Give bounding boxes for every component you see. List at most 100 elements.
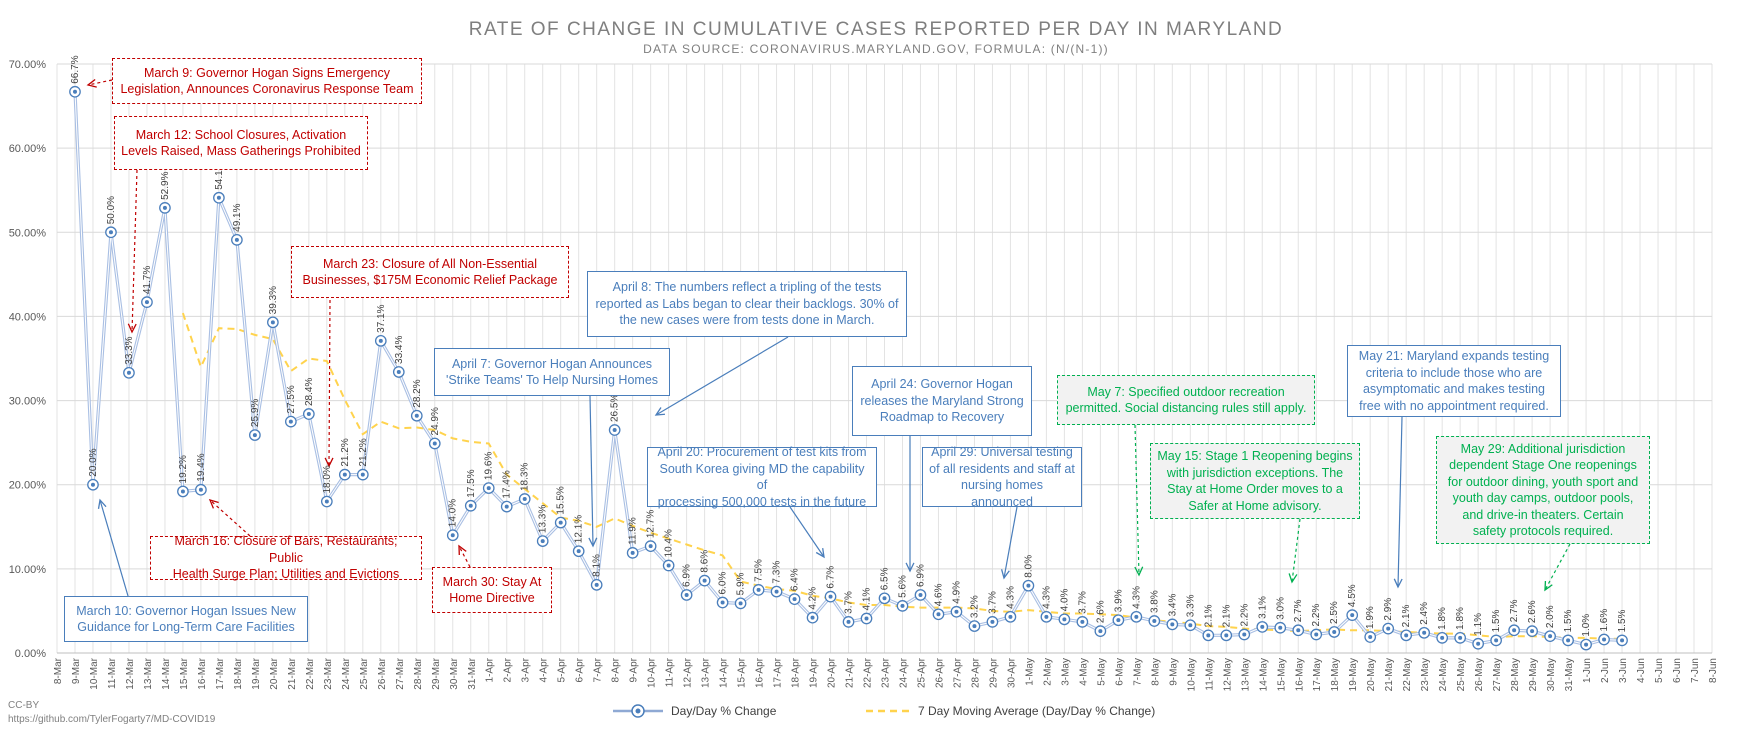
x-tick-label: 31-May (1564, 658, 1575, 691)
legend-label-day-change: Day/Day % Change (671, 704, 777, 718)
annotation-box: March 10: Governor Hogan Issues New Guid… (64, 596, 308, 642)
x-tick-label: 26-Mar (377, 657, 388, 689)
data-point-center (1044, 614, 1049, 619)
data-point-center (1134, 614, 1139, 619)
data-point-center (738, 601, 743, 606)
x-tick-label: 6-Apr (575, 657, 586, 682)
data-point-center (180, 489, 185, 494)
data-label: 28.4% (304, 378, 315, 406)
data-label: 4.2% (808, 587, 819, 610)
data-label: 54.1% (214, 161, 225, 189)
data-point-center (1548, 634, 1553, 639)
data-label: 66.7% (70, 55, 81, 83)
data-label: 2.4% (1419, 602, 1430, 625)
annotation-arrow-line (589, 395, 594, 547)
data-label: 2.9% (1383, 598, 1394, 621)
x-tick-label: 28-Mar (413, 657, 424, 689)
data-label: 4.3% (1005, 586, 1016, 609)
annotation-arrow-head (127, 323, 137, 334)
annotation-arrow-line (131, 169, 138, 333)
x-tick-label: 14-Apr (719, 657, 730, 688)
data-point-center (846, 619, 851, 624)
annotation-arrow-head (1544, 580, 1553, 592)
data-label: 1.5% (1491, 609, 1502, 632)
data-label: 10.4% (664, 529, 675, 557)
x-tick-label: 22-May (1402, 658, 1413, 691)
data-point-center (720, 600, 725, 605)
data-point-center (828, 594, 833, 599)
data-point-center (1404, 633, 1409, 638)
data-point-center (1602, 637, 1607, 642)
x-tick-label: 19-May (1348, 658, 1359, 691)
data-label: 26.5% (610, 394, 621, 422)
data-point-center (810, 615, 815, 620)
annotation-arrow-head (458, 544, 467, 556)
data-label: 8.1% (592, 554, 603, 577)
annotation-arrow-line (1397, 416, 1403, 588)
data-point-center (1494, 638, 1499, 643)
x-tick-label: 11-Apr (665, 657, 676, 687)
x-tick-label: 12-Mar (125, 657, 136, 689)
annotation-arrow-line (1291, 518, 1301, 583)
x-tick-label: 8-Jun (1708, 658, 1719, 683)
data-point-center (936, 612, 941, 617)
x-tick-label: 5-Apr (557, 657, 568, 682)
data-point-center (126, 370, 131, 375)
x-tick-label: 23-May (1420, 658, 1431, 691)
data-label: 1.9% (1365, 606, 1376, 629)
x-tick-label: 8-May (1150, 658, 1161, 686)
data-point-center (216, 195, 221, 200)
annotation-box: March 30: Stay At Home Directive (432, 567, 552, 613)
data-label: 1.6% (1599, 609, 1610, 632)
data-label: 17.4% (502, 470, 513, 498)
x-tick-label: 31-Mar (467, 657, 478, 689)
data-point-center (234, 237, 239, 242)
x-tick-label: 2-Jun (1600, 658, 1611, 683)
x-tick-label: 25-Apr (916, 657, 927, 688)
annotation-arrows (86, 78, 1571, 597)
x-tick-label: 28-May (1510, 658, 1521, 691)
x-tick-label: 1-Apr (485, 657, 496, 682)
data-label: 19.6% (484, 452, 495, 480)
data-label: 19.2% (178, 455, 189, 483)
data-label: 4.9% (951, 581, 962, 604)
x-tick-label: 20-Mar (269, 657, 280, 689)
data-label: 14.0% (448, 499, 459, 527)
x-tick-label: 6-Jun (1672, 658, 1683, 683)
y-tick-label: 50.00% (9, 227, 47, 239)
data-label: 7.3% (772, 561, 783, 584)
data-point-center (954, 609, 959, 614)
data-point-center (1620, 638, 1625, 643)
x-tick-label: 12-May (1222, 658, 1233, 691)
x-tick-label: 19-Apr (809, 657, 820, 688)
annotation-box: March 9: Governor Hogan Signs Emergency … (112, 58, 422, 104)
data-label: 27.5% (286, 385, 297, 413)
chart-title: RATE OF CHANGE IN CUMULATIVE CASES REPOR… (469, 19, 1284, 40)
data-label: 39.3% (268, 286, 279, 314)
data-point-center (450, 533, 455, 538)
data-label: 3.7% (987, 591, 998, 614)
data-label: 2.1% (1203, 604, 1214, 627)
data-label: 12.7% (646, 510, 657, 538)
x-tick-label: 28-Apr (970, 657, 981, 688)
x-tick-label: 25-May (1456, 658, 1467, 691)
data-point-center (702, 578, 707, 583)
data-label: 1.8% (1437, 607, 1448, 630)
x-tick-label: 25-Mar (359, 657, 370, 689)
y-tick-label: 0.00% (15, 648, 46, 660)
data-point-center (396, 369, 401, 374)
data-label: 4.1% (862, 588, 873, 611)
data-point-center (1098, 629, 1103, 634)
x-tick-label: 18-Apr (791, 657, 802, 688)
data-point-center (612, 428, 617, 433)
data-label: 2.1% (1221, 604, 1232, 627)
data-point-center (108, 230, 113, 235)
data-label: 3.8% (1149, 590, 1160, 613)
data-label: 4.5% (1347, 584, 1358, 607)
data-label: 6.0% (718, 572, 729, 595)
x-tick-label: 7-Jun (1690, 658, 1701, 683)
annotation-arrow-line (1544, 543, 1571, 591)
data-label: 21.2% (340, 438, 351, 466)
data-label: 5.6% (897, 575, 908, 598)
data-point-center (378, 338, 383, 343)
